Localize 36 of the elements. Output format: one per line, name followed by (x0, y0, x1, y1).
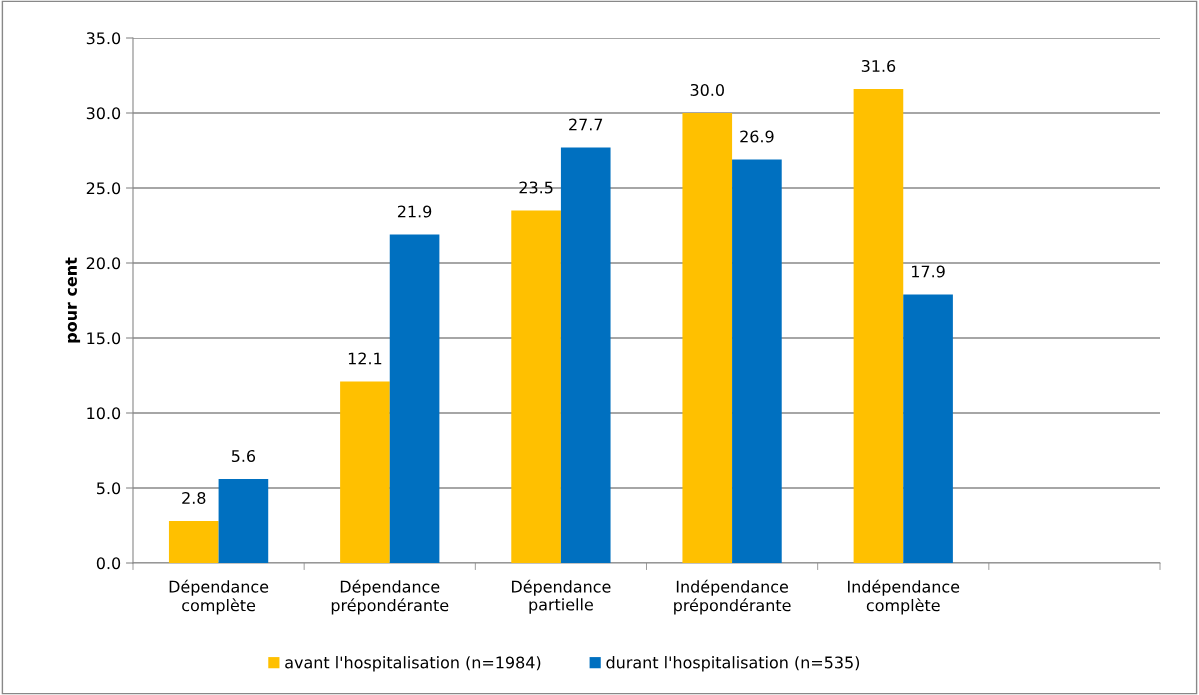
data-label: 2.8 (182, 491, 206, 505)
y-tick-label: 20.0 (86, 257, 121, 270)
bar (168, 521, 219, 563)
y-tick-label: 15.0 (87, 332, 121, 345)
data-label: 21.9 (397, 205, 432, 218)
data-label: 17.9 (912, 265, 945, 278)
legend-label: durant l'hospitalisation (n=535) (606, 656, 860, 672)
data-label: 27.7 (569, 118, 603, 131)
y-tick-label: 0.0 (96, 557, 121, 570)
bar (682, 113, 733, 563)
x-tick-label: Indépendance complète (848, 579, 960, 615)
bar (732, 159, 782, 563)
data-label: 31.6 (861, 59, 896, 73)
legend-label: avant l'hospitalisation (n=1984) (285, 656, 541, 672)
data-label: 30.0 (690, 83, 724, 97)
y-tick-label: 10.0 (87, 407, 121, 420)
y-tick-label: 30.0 (86, 107, 121, 120)
data-label: 26.9 (740, 130, 774, 143)
data-label: 12.1 (348, 352, 382, 365)
x-tick-label: Dépendance complète (169, 579, 269, 615)
y-axis-title: pour cent (65, 257, 81, 343)
bar (511, 210, 561, 563)
bar (389, 234, 440, 563)
data-label: 5.6 (231, 449, 256, 463)
bar (560, 147, 611, 563)
bar (903, 294, 953, 563)
bar (218, 479, 269, 563)
bar (853, 89, 904, 563)
y-tick-label: 35.0 (86, 32, 121, 45)
y-tick-label: 25.0 (86, 182, 121, 195)
data-label: 23.5 (519, 181, 553, 194)
x-tick-label: Dépendance partielle (512, 579, 611, 614)
x-tick-label: Dépendance prépondérante (331, 579, 449, 615)
x-tick-label: Indépendance prépondérante (674, 579, 791, 615)
bar (340, 381, 390, 563)
y-tick-label: 5.0 (97, 482, 121, 495)
